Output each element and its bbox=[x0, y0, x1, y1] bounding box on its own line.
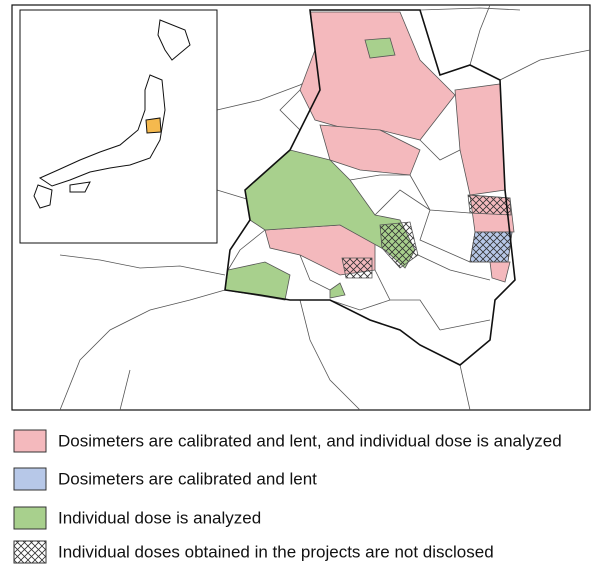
legend-label: Dosimeters are calibrated and lent, and … bbox=[58, 431, 562, 450]
honshu bbox=[38, 74, 166, 187]
municipal-boundaries bbox=[227, 89, 491, 331]
legend-label: Individual doses obtained in the project… bbox=[58, 542, 494, 561]
inset-map bbox=[19, 9, 218, 244]
legend-swatch bbox=[13, 540, 47, 564]
region bbox=[299, 11, 456, 141]
region bbox=[454, 83, 506, 196]
region bbox=[469, 231, 513, 263]
region bbox=[364, 37, 396, 59]
region bbox=[329, 282, 346, 299]
hokkaido bbox=[157, 19, 191, 61]
legend-swatch bbox=[13, 506, 47, 530]
map bbox=[11, 4, 591, 411]
prefecture-outline bbox=[224, 9, 516, 366]
legend-swatch bbox=[13, 467, 47, 491]
legend-label: Dosimeters are calibrated and lent bbox=[58, 469, 317, 488]
kyushu-shikoku bbox=[33, 181, 91, 209]
region bbox=[379, 221, 419, 269]
legend-label: Individual dose is analyzed bbox=[58, 508, 261, 527]
legend-swatch bbox=[13, 429, 47, 453]
neighbor-boundaries bbox=[59, 4, 591, 411]
region bbox=[467, 194, 512, 216]
legend: Dosimeters are calibrated and lent, and … bbox=[13, 429, 562, 564]
region bbox=[341, 257, 373, 279]
fukushima-highlight bbox=[145, 117, 162, 134]
